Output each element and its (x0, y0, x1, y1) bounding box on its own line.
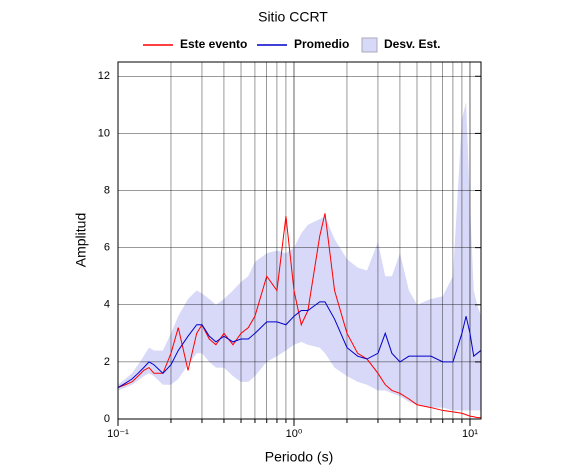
y-tick-label: 10 (98, 127, 110, 139)
std-band (118, 101, 481, 411)
legend-label: Este evento (180, 37, 247, 51)
legend-swatch (361, 37, 378, 53)
x-tick-label: 10⁰ (286, 428, 303, 440)
legend-label: Desv. Est. (384, 37, 440, 51)
y-tick-label: 4 (104, 299, 110, 311)
y-tick-label: 8 (104, 184, 110, 196)
series-line (117, 213, 481, 419)
series-line (117, 301, 482, 389)
legend-label: Promedio (294, 37, 349, 51)
y-tick-label: 2 (104, 356, 110, 368)
y-axis-label: Amplitud (73, 213, 89, 267)
x-tick-label: 10¹ (462, 428, 478, 440)
x-tick-label: 10⁻¹ (107, 428, 129, 440)
y-tick-label: 6 (104, 242, 110, 254)
x-axis-label: Periodo (s) (265, 449, 333, 465)
plot-frame (117, 61, 482, 420)
y-tick-label: 12 (98, 70, 110, 82)
y-tick-label: 0 (104, 413, 110, 425)
chart-title: Sitio CCRT (258, 9, 328, 25)
